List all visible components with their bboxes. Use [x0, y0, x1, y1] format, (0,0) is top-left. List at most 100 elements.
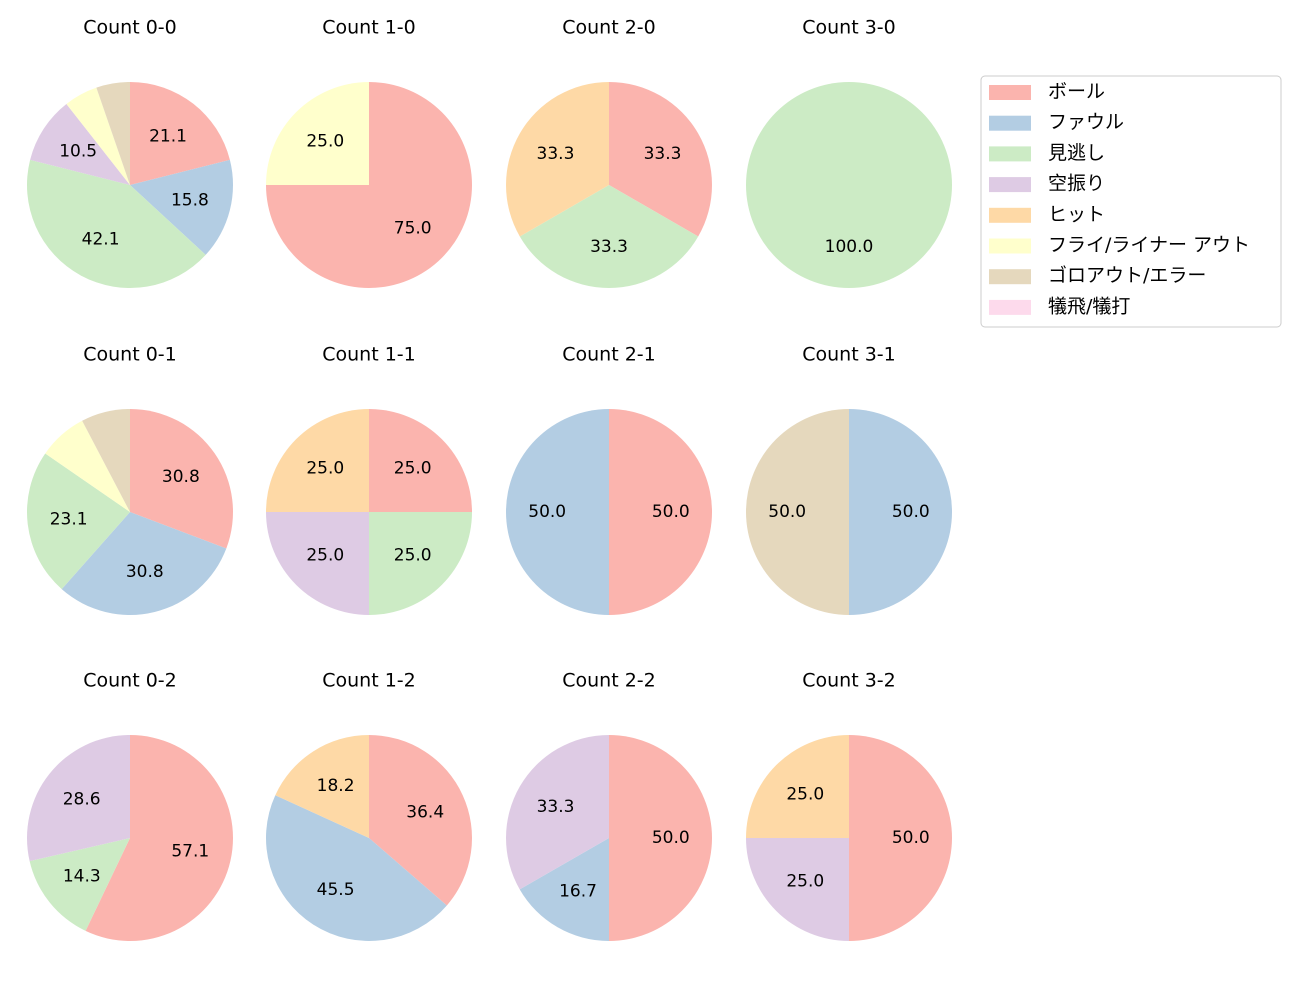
pie-slice	[266, 82, 369, 185]
value-label: 30.8	[126, 562, 164, 582]
legend-label: 見逃し	[1048, 142, 1105, 164]
legend-label: ボール	[1048, 81, 1105, 103]
chart-title: Count 2-1	[562, 344, 656, 366]
legend-label: ヒット	[1048, 203, 1105, 225]
chart-title: Count 0-0	[83, 17, 177, 39]
pie-slice	[26, 159, 206, 288]
value-label: 30.8	[162, 467, 200, 487]
value-label: 33.3	[590, 237, 628, 257]
chart-title: Count 1-1	[322, 344, 416, 366]
value-label: 33.3	[537, 144, 575, 164]
pie-slice	[26, 735, 130, 862]
pie-slice	[609, 735, 712, 941]
pie-slice	[369, 735, 473, 906]
value-label: 50.0	[892, 502, 930, 522]
pie-slice	[506, 735, 609, 890]
legend-swatch	[989, 238, 1031, 254]
legend-label: フライ/ライナー アウト	[1048, 234, 1250, 256]
pie-slice	[130, 159, 234, 255]
pie-slice	[506, 82, 609, 237]
value-label: 25.0	[394, 546, 432, 566]
legend-label: ゴロアウト/エラー	[1048, 265, 1206, 287]
pie-slice	[519, 185, 699, 288]
pie-slice	[609, 82, 712, 237]
pie-slice	[746, 735, 849, 838]
legend-swatch	[989, 299, 1031, 315]
value-label: 25.0	[394, 458, 432, 478]
pie-slice	[96, 82, 130, 185]
value-label: 42.1	[82, 229, 120, 249]
pie-slice	[130, 82, 230, 185]
value-label: 50.0	[528, 502, 566, 522]
chart-title: Count 0-1	[83, 344, 177, 366]
value-label: 14.3	[63, 867, 101, 887]
pie-slice	[849, 735, 952, 941]
pie-slice	[30, 103, 131, 185]
legend-swatch	[989, 177, 1031, 193]
pie-slice	[85, 735, 233, 942]
pie-slice	[66, 87, 130, 185]
pie-slice	[849, 409, 952, 615]
value-label: 100.0	[825, 237, 874, 257]
value-label: 18.2	[317, 776, 355, 796]
pie-slice	[27, 453, 131, 590]
pie-slice	[519, 838, 609, 941]
legend-label: 空振り	[1048, 173, 1105, 195]
pie-slice	[746, 838, 849, 941]
legend-box	[980, 75, 1282, 328]
value-label: 21.1	[149, 126, 187, 146]
legend-swatch	[989, 115, 1031, 131]
pie-slice	[506, 409, 609, 615]
pie-slice	[746, 82, 952, 288]
value-label: 75.0	[394, 219, 432, 239]
value-label: 25.0	[306, 131, 344, 151]
value-label: 33.3	[537, 797, 575, 817]
legend-swatch	[989, 146, 1031, 162]
chart-title: Count 2-0	[562, 17, 656, 39]
pie-slice	[369, 512, 472, 615]
chart-title: Count 3-2	[802, 670, 896, 692]
chart-title: Count 0-2	[83, 670, 177, 692]
legend-swatch	[989, 269, 1031, 285]
legend-swatch	[989, 207, 1031, 223]
pie-slice	[746, 409, 849, 615]
pie-slice	[275, 735, 369, 838]
chart-title: Count 1-0	[322, 17, 416, 39]
pie-slice	[61, 512, 227, 615]
chart-title: Count 3-0	[802, 17, 896, 39]
legend-label: 犠飛/犠打	[1048, 295, 1130, 317]
value-label: 25.0	[306, 458, 344, 478]
value-label: 57.1	[171, 842, 209, 862]
legend-swatch	[989, 85, 1031, 100]
pie-slice	[369, 409, 472, 512]
value-label: 50.0	[892, 828, 930, 848]
chart-title: Count 2-2	[562, 670, 656, 692]
pie-slice	[45, 420, 130, 512]
value-label: 28.6	[63, 790, 101, 810]
value-label: 50.0	[652, 828, 690, 848]
value-label: 36.4	[406, 802, 444, 822]
value-label: 50.0	[652, 502, 690, 522]
chart-title: Count 3-1	[802, 344, 896, 366]
value-label: 50.0	[768, 502, 806, 522]
pie-slice	[266, 512, 369, 615]
legend-label: ファウル	[1048, 111, 1124, 133]
pie-slice	[130, 409, 233, 549]
value-label: 45.5	[317, 880, 355, 900]
value-label: 10.5	[59, 141, 97, 161]
pie-slice	[265, 795, 447, 942]
pie-slice	[609, 409, 712, 615]
value-label: 15.8	[171, 190, 209, 210]
pie-slice	[29, 838, 130, 931]
value-label: 16.7	[559, 881, 597, 901]
value-label: 25.0	[786, 784, 824, 804]
pie-slice	[266, 409, 369, 512]
chart-title: Count 1-2	[322, 670, 416, 692]
value-label: 25.0	[786, 872, 824, 892]
value-label: 33.3	[644, 144, 682, 164]
value-label: 23.1	[50, 509, 88, 529]
pie-slice	[82, 409, 130, 512]
value-label: 25.0	[306, 546, 344, 566]
